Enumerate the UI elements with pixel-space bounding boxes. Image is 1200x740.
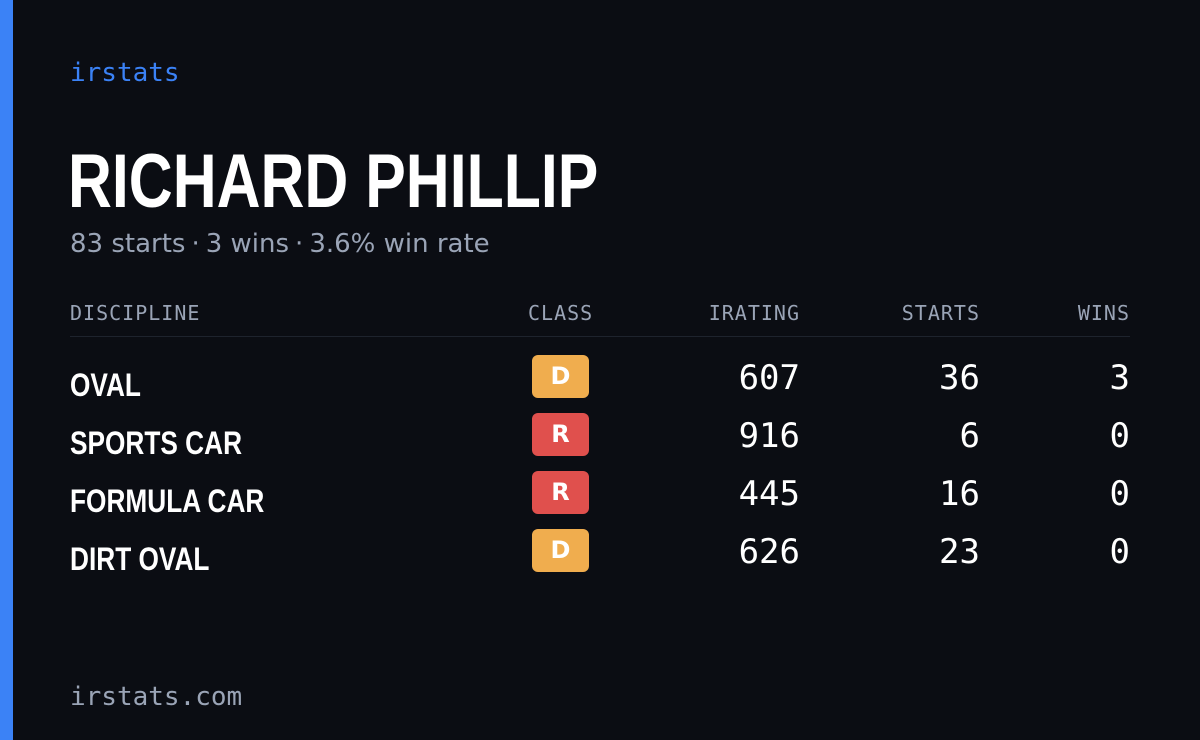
discipline-name: OVAL — [70, 367, 141, 403]
column-header-irating: IRATING — [708, 301, 800, 325]
starts-value: 23 — [939, 532, 980, 572]
driver-summary: 83 starts · 3 wins · 3.6% win rate — [70, 226, 490, 262]
summary-separator: · — [295, 229, 304, 259]
brand-logo-text: irstats — [70, 58, 180, 88]
footer-domain: irstats.com — [70, 682, 243, 712]
driver-name: RICHARD PHILLIP — [68, 139, 599, 224]
license-class-badge: R — [532, 471, 589, 514]
table-row: OVAL D 607 36 3 — [70, 353, 1130, 411]
wins-summary: 3 wins — [205, 229, 290, 259]
license-class-badge: D — [532, 529, 589, 572]
column-header-wins: WINS — [1077, 301, 1130, 325]
accent-bar — [0, 0, 13, 740]
table-header: DISCIPLINE CLASS IRATING STARTS WINS — [70, 296, 1130, 337]
irating-value: 607 — [738, 358, 800, 398]
license-class-badge: R — [532, 413, 589, 456]
column-header-starts: STARTS — [901, 301, 980, 325]
irating-value: 626 — [738, 532, 800, 572]
table-body: OVAL D 607 36 3 SPORTS CAR R 916 6 0 FOR… — [70, 353, 1130, 585]
stats-table: DISCIPLINE CLASS IRATING STARTS WINS OVA… — [70, 296, 1130, 585]
license-class-badge: D — [532, 355, 589, 398]
starts-value: 36 — [939, 358, 980, 398]
table-row: FORMULA CAR R 445 16 0 — [70, 469, 1130, 527]
starts-summary: 83 starts — [70, 229, 186, 259]
summary-separator: · — [191, 229, 200, 259]
irating-value: 916 — [738, 416, 800, 456]
column-header-discipline: DISCIPLINE — [70, 301, 201, 325]
discipline-name: FORMULA CAR — [70, 483, 265, 519]
irating-value: 445 — [738, 474, 800, 514]
starts-value: 16 — [939, 474, 980, 514]
wins-value: 3 — [1109, 358, 1130, 398]
starts-value: 6 — [959, 416, 980, 456]
discipline-name: SPORTS CAR — [70, 425, 243, 461]
wins-value: 0 — [1109, 532, 1130, 572]
winrate-summary: 3.6% win rate — [309, 229, 490, 259]
table-row: DIRT OVAL D 626 23 0 — [70, 527, 1130, 585]
wins-value: 0 — [1109, 416, 1130, 456]
wins-value: 0 — [1109, 474, 1130, 514]
column-header-class: CLASS — [528, 301, 594, 325]
table-row: SPORTS CAR R 916 6 0 — [70, 411, 1130, 469]
discipline-name: DIRT OVAL — [70, 541, 210, 577]
